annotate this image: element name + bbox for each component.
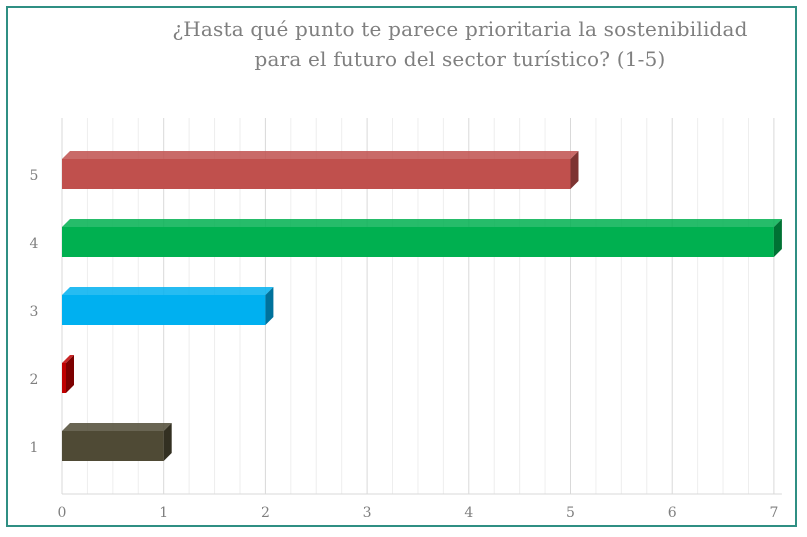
bar-3 [62, 287, 274, 325]
bar-front-face [62, 227, 774, 257]
bar-top-face [62, 287, 274, 295]
x-tick-label-5: 5 [566, 505, 575, 521]
bar-top-face [62, 423, 172, 431]
bar-front-face [62, 159, 571, 189]
bar-front-face [62, 363, 66, 393]
bar-side-face [66, 355, 74, 393]
x-tick-label-3: 3 [363, 505, 372, 521]
y-tick-label-2: 2 [30, 372, 39, 388]
bar-side-face [163, 423, 172, 461]
chart-title-line-1: ¿Hasta qué punto te parece prioritaria l… [172, 17, 748, 41]
bar-top-face [62, 151, 579, 159]
x-tick-label-7: 7 [769, 505, 778, 521]
bar-front-face [62, 431, 164, 461]
y-tick-label-3: 3 [30, 304, 39, 320]
bar-front-face [62, 295, 266, 325]
bar-side-face [265, 287, 274, 325]
x-tick-labels: 0 1 2 3 4 5 6 7 [58, 505, 779, 521]
x-tick-label-1: 1 [159, 505, 168, 521]
bar-top-face [62, 355, 74, 363]
bars [62, 151, 782, 461]
y-tick-labels: 1 2 3 4 5 [30, 168, 39, 456]
chart-title: ¿Hasta qué punto te parece prioritaria l… [120, 14, 800, 74]
bar-side-face [570, 151, 579, 189]
x-tick-label-2: 2 [261, 505, 270, 521]
bar-5 [62, 151, 579, 189]
bar-1 [62, 423, 172, 461]
bar-top-face [62, 219, 782, 227]
bar-4 [62, 219, 782, 257]
chart-title-line-2: para el futuro del sector turístico? (1-… [254, 47, 666, 71]
x-tick-label-0: 0 [58, 505, 67, 521]
x-tick-label-4: 4 [464, 505, 473, 521]
y-tick-label-4: 4 [30, 236, 39, 252]
y-tick-label-1: 1 [30, 440, 39, 456]
bar-2 [62, 355, 74, 393]
x-tick-label-6: 6 [668, 505, 677, 521]
y-tick-label-5: 5 [30, 168, 39, 184]
bar-side-face [773, 219, 782, 257]
